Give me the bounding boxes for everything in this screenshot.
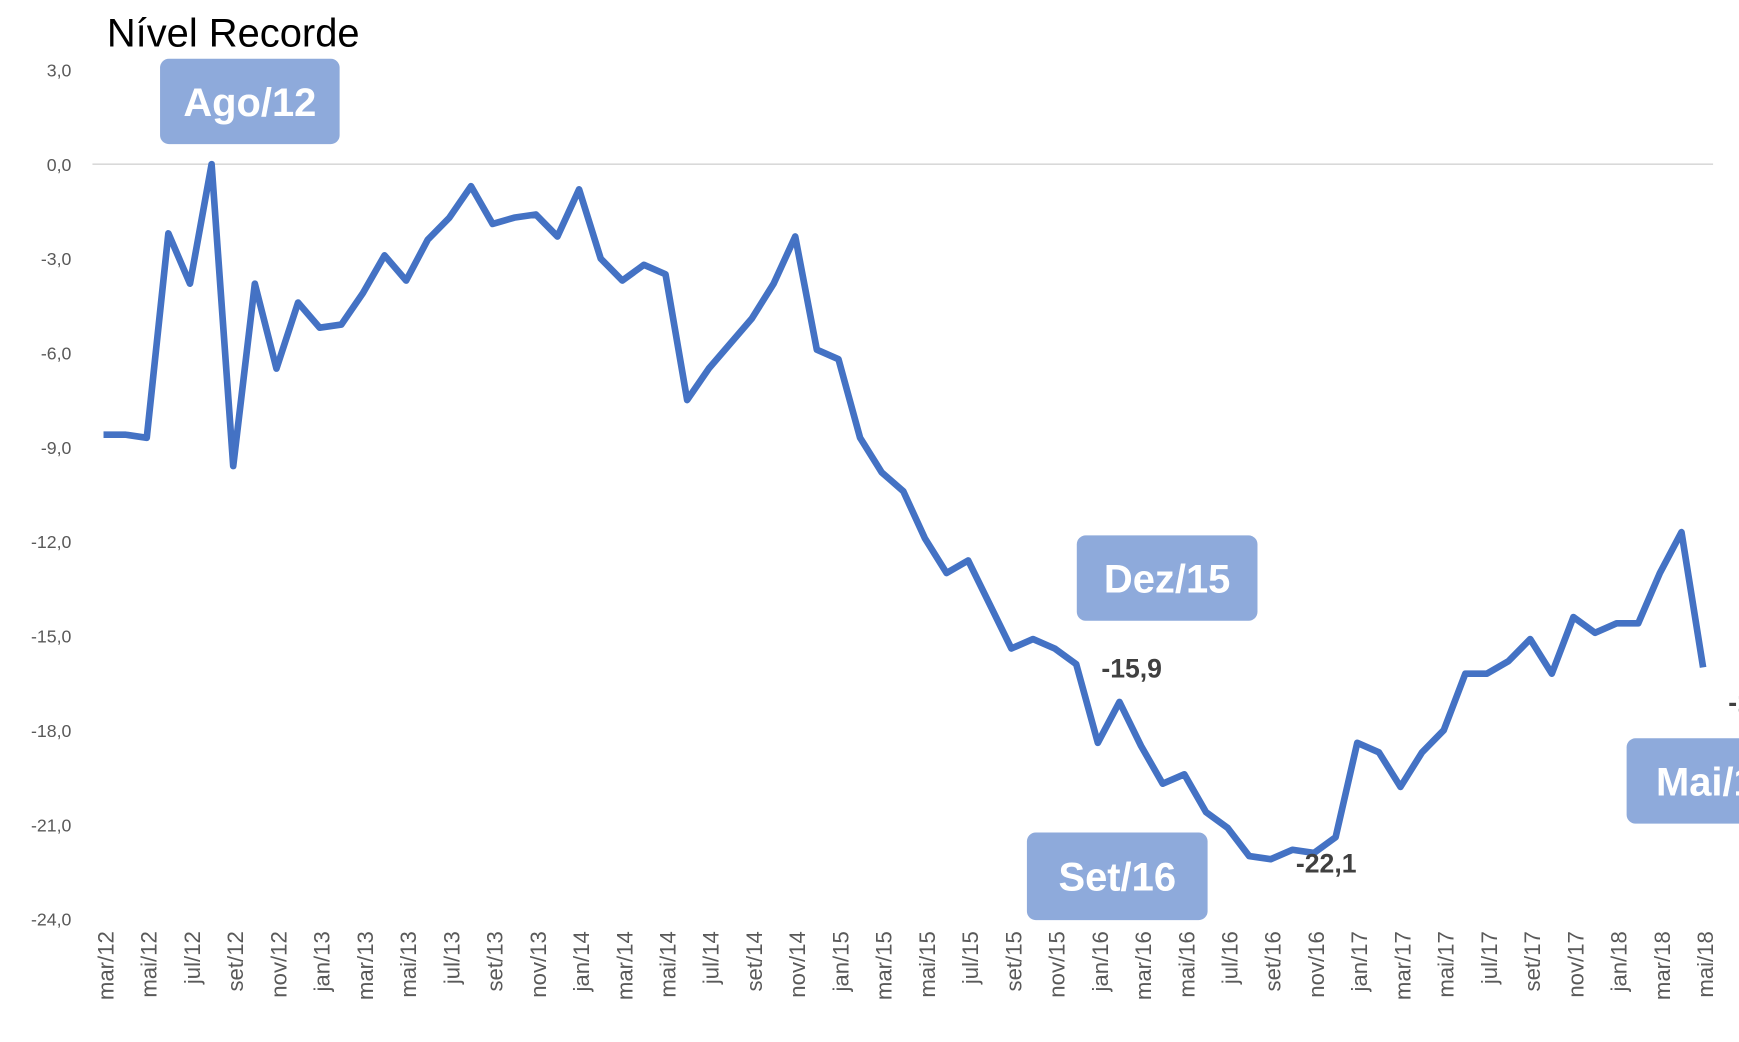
annotation: Dez/15 [1104,557,1230,601]
x-tick-label: jul/13 [439,931,464,985]
y-tick-label: -21,0 [31,815,72,835]
chart-title: Nível Recorde [107,12,360,56]
annotation-box [160,58,340,145]
x-tick-label: jan/18 [1607,931,1632,992]
x-tick-label: set/12 [223,931,248,991]
data-label: -16,0 [1728,688,1739,718]
x-tick-label: mar/18 [1650,931,1675,1000]
y-tick-label: -24,0 [31,910,72,930]
x-tick-label: nov/16 [1304,931,1329,998]
annotation-box [1626,738,1739,824]
y-tick-label: -3,0 [41,249,72,269]
x-tick-label: mar/14 [612,931,637,1000]
x-tick-label: jul/17 [1477,931,1502,985]
x-tick-label: nov/12 [266,931,291,998]
x-tick-label: mar/13 [353,931,378,1000]
x-tick-label: jan/17 [1347,931,1372,992]
x-tick-label: nov/17 [1563,931,1588,998]
y-tick-label: -12,0 [31,532,72,552]
x-tick-label: mar/12 [93,931,118,1000]
x-tick-label: set/13 [483,931,508,991]
y-tick-label: 0,0 [47,155,72,175]
x-tick-label: mai/17 [1434,931,1459,998]
y-tick-label: -9,0 [41,438,72,458]
x-tick-label: mai/16 [1174,931,1199,998]
x-tick-label: jan/14 [569,931,594,992]
x-tick-label: set/15 [1001,931,1026,991]
series-line [103,160,1707,863]
x-tick-label: set/16 [1261,931,1286,991]
data-label: -22,1 [1296,849,1357,879]
x-tick-label: mai/15 [915,931,940,998]
annotation: Set/16 [1058,856,1176,900]
x-tick-label: nov/15 [1045,931,1070,998]
x-tick-label: jul/12 [180,931,205,985]
x-tick-label: mar/17 [1390,931,1415,1000]
x-tick-label: set/14 [742,931,767,991]
y-tick-label: -15,0 [31,627,72,647]
annotation: Mai/18 [1656,760,1739,804]
annotation-box [1026,832,1208,921]
annotation-box [1076,535,1258,621]
data-label: -15,9 [1101,654,1162,684]
x-tick-label: jul/14 [699,931,724,985]
x-tick-label: mai/14 [656,931,681,998]
x-tick-label: jul/15 [958,931,983,985]
x-tick-label: nov/13 [526,931,551,998]
x-tick-label: jan/15 [828,931,853,992]
x-tick-label: jan/16 [1088,931,1113,992]
x-tick-label: mai/12 [137,931,162,998]
x-tick-label: mai/13 [396,931,421,998]
y-tick-label: 3,0 [47,60,72,80]
x-tick-label: mar/15 [872,931,897,1000]
x-tick-label: jan/13 [310,931,335,992]
x-tick-label: set/17 [1520,931,1545,991]
x-tick-label: mai/18 [1693,931,1718,998]
x-tick-label: mar/16 [1131,931,1156,1000]
x-tick-label: jul/16 [1218,931,1243,985]
x-tick-label: nov/14 [785,931,810,998]
y-tick-label: -6,0 [41,344,72,364]
y-tick-label: -18,0 [31,721,72,741]
annotation: Ago/12 [183,81,316,125]
